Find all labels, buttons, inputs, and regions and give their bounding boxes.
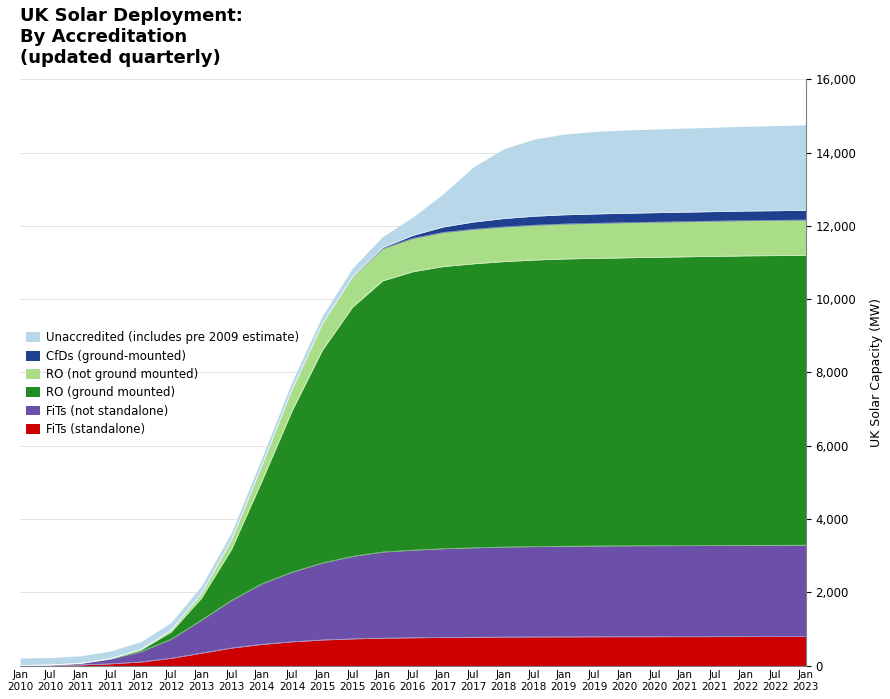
Y-axis label: UK Solar Capacity (MW): UK Solar Capacity (MW) bbox=[870, 298, 883, 447]
Text: UK Solar Deployment:
By Accreditation
(updated quarterly): UK Solar Deployment: By Accreditation (u… bbox=[20, 7, 243, 66]
Legend: Unaccredited (includes pre 2009 estimate), CfDs (ground-mounted), RO (not ground: Unaccredited (includes pre 2009 estimate… bbox=[26, 331, 299, 436]
